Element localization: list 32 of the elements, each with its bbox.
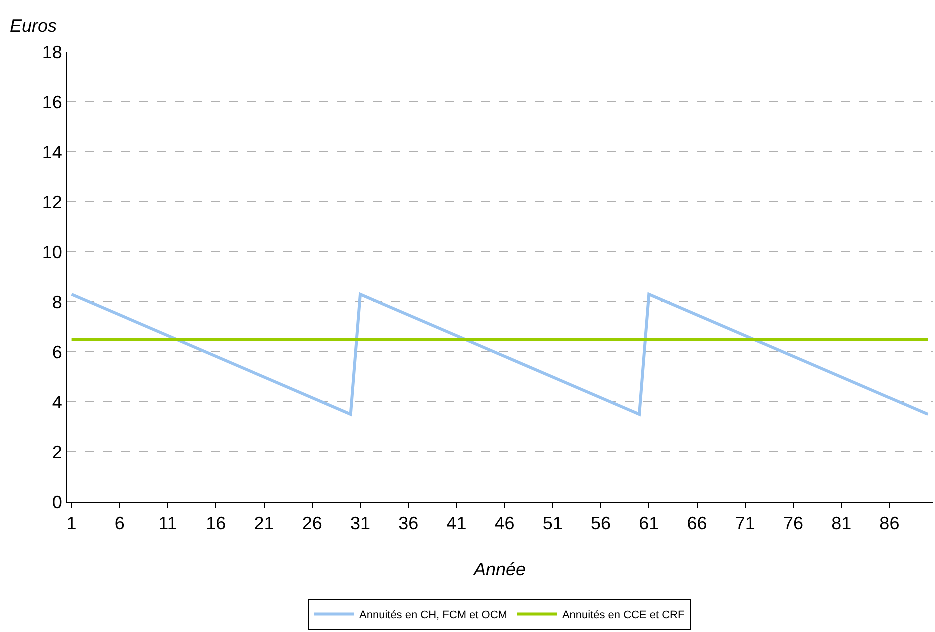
x-tick-label: 31: [350, 514, 370, 534]
x-tick-label: 41: [446, 514, 467, 534]
x-tick-label: 66: [687, 514, 708, 534]
y-tick-label: 18: [42, 42, 62, 62]
x-tick-label: 51: [542, 514, 563, 534]
x-tick-label: 46: [494, 514, 515, 534]
x-tick-label: 16: [206, 514, 226, 534]
x-tick-label: 86: [880, 514, 900, 534]
x-tick-label: 21: [254, 514, 274, 534]
y-tick-label: 14: [42, 142, 62, 162]
x-axis-title: Année: [472, 560, 526, 580]
x-tick-label: 1: [66, 514, 77, 534]
x-tick-label: 36: [398, 514, 419, 534]
x-tick-label: 56: [591, 514, 612, 534]
y-tick-label: 10: [42, 242, 62, 262]
x-tick-label: 6: [114, 514, 125, 534]
y-tick-label: 4: [52, 392, 62, 412]
x-tick-label: 81: [832, 514, 852, 534]
y-axis-title: Euros: [10, 16, 58, 36]
y-tick-label: 6: [52, 342, 62, 362]
legend-label: Annuités en CH, FCM et OCM: [360, 610, 508, 622]
x-tick-label: 26: [302, 514, 322, 534]
y-tick-label: 16: [42, 92, 62, 112]
legend-label: Annuités en CCE et CRF: [562, 610, 685, 622]
y-tick-label: 12: [42, 192, 62, 212]
x-tick-label: 11: [158, 514, 178, 534]
y-tick-label: 2: [52, 442, 62, 462]
x-tick-label: 71: [735, 514, 756, 534]
y-tick-label: 8: [52, 292, 62, 312]
x-tick-label: 61: [639, 514, 660, 534]
y-tick-label: 0: [52, 492, 62, 512]
x-tick-label: 76: [783, 514, 804, 534]
